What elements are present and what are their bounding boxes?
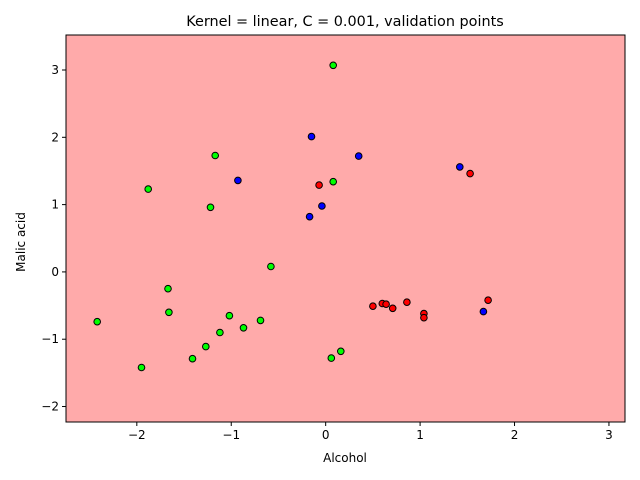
- data-point: [388, 304, 397, 313]
- y-tick-label: 3: [51, 63, 59, 77]
- x-tick-label: 0: [322, 428, 330, 442]
- data-point: [369, 302, 377, 311]
- data-point: [329, 61, 338, 70]
- data-point: [211, 151, 219, 160]
- y-axis-label: Malic acid: [14, 212, 28, 272]
- data-point: [337, 347, 345, 356]
- data-point: [137, 363, 146, 372]
- y-tick-label: 2: [51, 130, 59, 144]
- data-point: [329, 177, 338, 186]
- data-point: [307, 132, 316, 141]
- data-point: [382, 300, 390, 309]
- data-point: [420, 313, 428, 322]
- data-point: [239, 324, 248, 332]
- y-tick-label: 0: [51, 265, 59, 279]
- data-point: [318, 202, 326, 210]
- data-point: [216, 328, 224, 337]
- data-point: [305, 212, 314, 221]
- data-point: [456, 163, 464, 171]
- data-point: [206, 203, 215, 212]
- data-point: [403, 298, 411, 307]
- plot-background: [66, 35, 625, 422]
- data-point: [327, 354, 336, 362]
- x-tick-label: −1: [222, 428, 240, 442]
- x-tick-label: 1: [416, 428, 424, 442]
- x-tick-label: 3: [605, 428, 613, 442]
- plot-frame: [65, 34, 626, 423]
- data-point: [466, 169, 474, 178]
- data-point: [93, 317, 101, 326]
- data-point: [188, 354, 197, 363]
- data-point: [256, 316, 265, 325]
- data-point: [164, 284, 172, 293]
- y-tick-label: 1: [51, 198, 59, 212]
- ticks-layer: −2 −1 0 1 2 3 −2 −1 0 1 2 3: [41, 63, 612, 442]
- chart-title: Kernel = linear, C = 0.001, validation p…: [186, 14, 504, 30]
- x-tick-label: 2: [511, 428, 519, 442]
- data-point: [479, 307, 488, 316]
- y-tick-label: −1: [41, 332, 59, 346]
- data-point: [354, 152, 363, 160]
- data-point: [234, 176, 242, 185]
- data-point: [225, 311, 234, 320]
- data-point: [144, 185, 152, 193]
- x-tick-label: −2: [128, 428, 146, 442]
- data-point: [165, 308, 173, 317]
- data-point: [202, 342, 210, 351]
- points-layer: [93, 61, 492, 372]
- y-tick-label: −2: [41, 400, 59, 414]
- data-point: [484, 296, 492, 305]
- data-point: [267, 262, 275, 271]
- x-axis-label: Alcohol: [323, 451, 367, 465]
- data-point: [315, 181, 323, 189]
